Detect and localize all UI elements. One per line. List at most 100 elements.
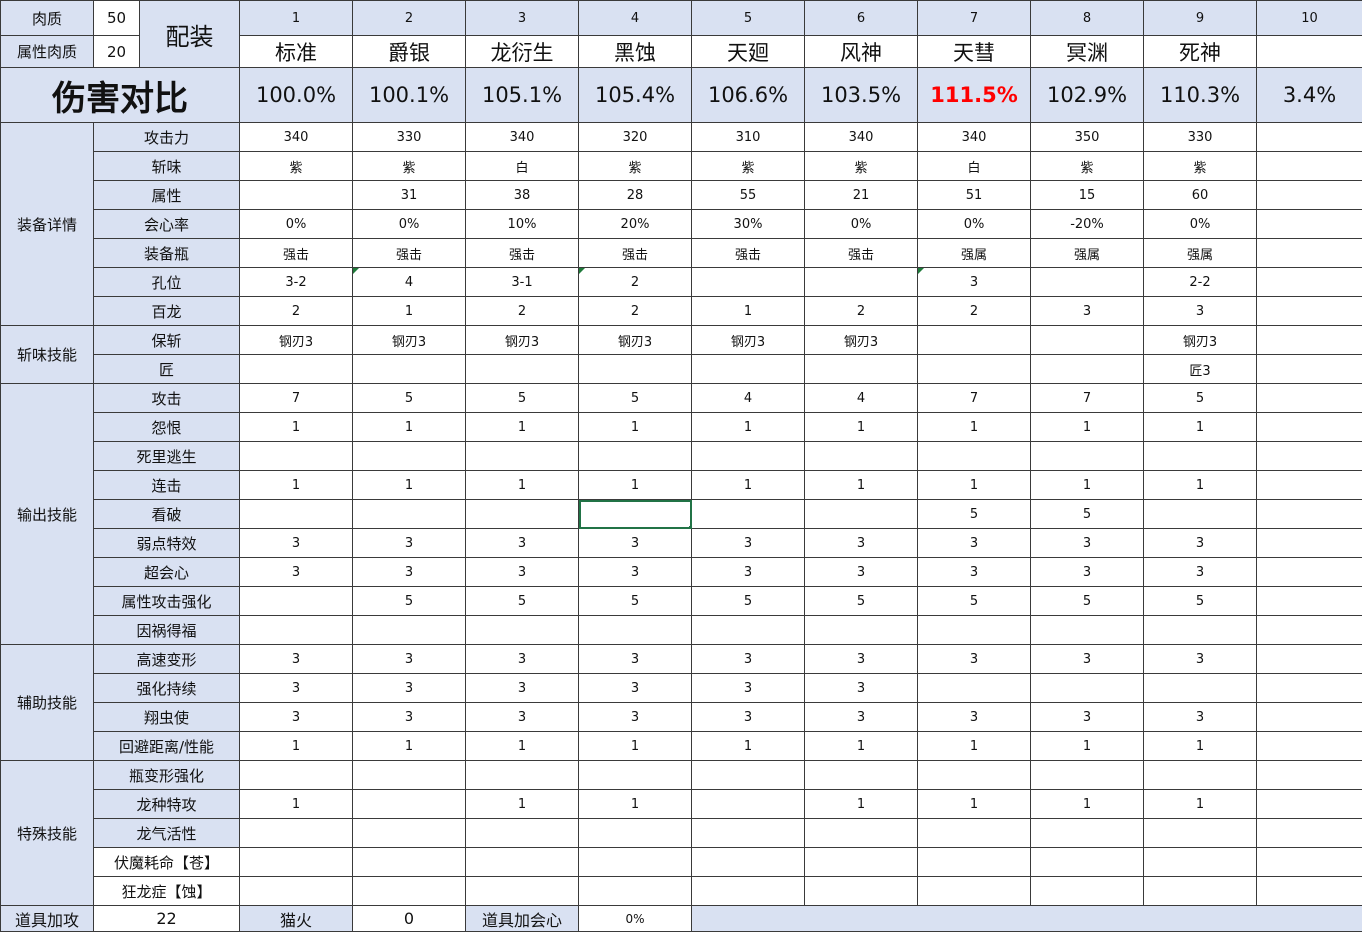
cell[interactable]: 3: [1031, 645, 1144, 674]
cell[interactable]: [466, 819, 579, 848]
cell[interactable]: [1031, 326, 1144, 355]
column-index-5[interactable]: 5: [692, 1, 805, 36]
cell[interactable]: 10%: [466, 210, 579, 239]
cell[interactable]: 1: [1031, 790, 1144, 819]
cell[interactable]: 3: [240, 645, 353, 674]
cell[interactable]: 1: [466, 790, 579, 819]
damage-percent-1[interactable]: 100.0%: [240, 68, 353, 123]
cell[interactable]: 340: [918, 123, 1031, 152]
cell[interactable]: 30%: [692, 210, 805, 239]
cell[interactable]: 310: [692, 123, 805, 152]
cell[interactable]: [466, 848, 579, 877]
cell[interactable]: 3: [1031, 558, 1144, 587]
cell[interactable]: 1: [353, 732, 466, 761]
cell[interactable]: [1031, 761, 1144, 790]
group-label[interactable]: 输出技能: [1, 384, 94, 645]
column-index-9[interactable]: 9: [1144, 1, 1257, 36]
cell[interactable]: [1257, 819, 1362, 848]
cell[interactable]: 3: [1144, 297, 1257, 326]
cell[interactable]: [240, 355, 353, 384]
cell[interactable]: 330: [1144, 123, 1257, 152]
cell[interactable]: 1: [692, 471, 805, 500]
meat-label[interactable]: 肉质: [1, 1, 94, 36]
item-attack-value[interactable]: 22: [94, 906, 240, 932]
cell[interactable]: [1031, 616, 1144, 645]
column-name-5[interactable]: 天廻: [692, 36, 805, 68]
cell[interactable]: [1144, 616, 1257, 645]
cell[interactable]: 3: [918, 558, 1031, 587]
cell[interactable]: [805, 355, 918, 384]
cell[interactable]: [692, 819, 805, 848]
cell[interactable]: [918, 848, 1031, 877]
cell[interactable]: [1257, 384, 1362, 413]
cell[interactable]: [240, 442, 353, 471]
cell[interactable]: 3: [918, 645, 1031, 674]
cell[interactable]: 1: [918, 413, 1031, 442]
row-label[interactable]: 强化持续: [94, 674, 240, 703]
cell[interactable]: 5: [1031, 500, 1144, 529]
cell[interactable]: [466, 442, 579, 471]
row-label[interactable]: 因祸得福: [94, 616, 240, 645]
cell[interactable]: 紫: [1144, 152, 1257, 181]
item-attack-label[interactable]: 道具加攻: [1, 906, 94, 932]
damage-percent-7[interactable]: 111.5%: [918, 68, 1031, 123]
cell[interactable]: 3-1: [466, 268, 579, 297]
cell[interactable]: 3: [805, 674, 918, 703]
elem-meat-label[interactable]: 属性肉质: [1, 36, 94, 68]
cell[interactable]: [240, 181, 353, 210]
cell[interactable]: 3: [918, 529, 1031, 558]
cell[interactable]: 1: [692, 413, 805, 442]
cell[interactable]: 1: [805, 790, 918, 819]
row-label[interactable]: 属性: [94, 181, 240, 210]
cell[interactable]: 3: [240, 674, 353, 703]
cell[interactable]: [692, 500, 805, 529]
cell[interactable]: 强属: [1144, 239, 1257, 268]
cell[interactable]: 1: [805, 471, 918, 500]
column-name-9[interactable]: 死神: [1144, 36, 1257, 68]
cell[interactable]: [1257, 674, 1362, 703]
cell[interactable]: 340: [466, 123, 579, 152]
cell[interactable]: 1: [1144, 471, 1257, 500]
cell[interactable]: 1: [466, 413, 579, 442]
column-name-8[interactable]: 冥渊: [1031, 36, 1144, 68]
cat-fire-label[interactable]: 猫火: [240, 906, 353, 932]
cell[interactable]: 330: [353, 123, 466, 152]
cell[interactable]: 钢刃3: [1144, 326, 1257, 355]
row-label[interactable]: 孔位: [94, 268, 240, 297]
damage-percent-8[interactable]: 102.9%: [1031, 68, 1144, 123]
cell[interactable]: 3-2: [240, 268, 353, 297]
row-label[interactable]: 怨恨: [94, 413, 240, 442]
cell[interactable]: [353, 848, 466, 877]
column-index-3[interactable]: 3: [466, 1, 579, 36]
cell[interactable]: [805, 877, 918, 906]
cell[interactable]: 3: [1144, 558, 1257, 587]
column-name-6[interactable]: 风神: [805, 36, 918, 68]
cell[interactable]: [1257, 181, 1362, 210]
cell[interactable]: 3: [1031, 529, 1144, 558]
column-name-4[interactable]: 黑蚀: [579, 36, 692, 68]
cell[interactable]: 4: [805, 384, 918, 413]
cell[interactable]: [1031, 848, 1144, 877]
cell[interactable]: 0%: [805, 210, 918, 239]
cell[interactable]: [1257, 848, 1362, 877]
cell[interactable]: [1031, 877, 1144, 906]
cell[interactable]: 1: [918, 732, 1031, 761]
damage-percent-2[interactable]: 100.1%: [353, 68, 466, 123]
cell[interactable]: [1144, 848, 1257, 877]
cell[interactable]: [353, 877, 466, 906]
cell[interactable]: 0%: [918, 210, 1031, 239]
cell[interactable]: 钢刃3: [579, 326, 692, 355]
cell[interactable]: 340: [240, 123, 353, 152]
item-crit-label[interactable]: 道具加会心: [466, 906, 579, 932]
cell[interactable]: 7: [1031, 384, 1144, 413]
damage-percent-10[interactable]: 3.4%: [1257, 68, 1362, 123]
column-name-2[interactable]: 爵银: [353, 36, 466, 68]
cell[interactable]: [1031, 355, 1144, 384]
cell[interactable]: 3: [1031, 297, 1144, 326]
cell[interactable]: [1144, 442, 1257, 471]
cell[interactable]: 340: [805, 123, 918, 152]
cell[interactable]: [1257, 268, 1362, 297]
cell[interactable]: 1: [1031, 413, 1144, 442]
cell[interactable]: 3: [692, 558, 805, 587]
cell[interactable]: 3: [692, 674, 805, 703]
